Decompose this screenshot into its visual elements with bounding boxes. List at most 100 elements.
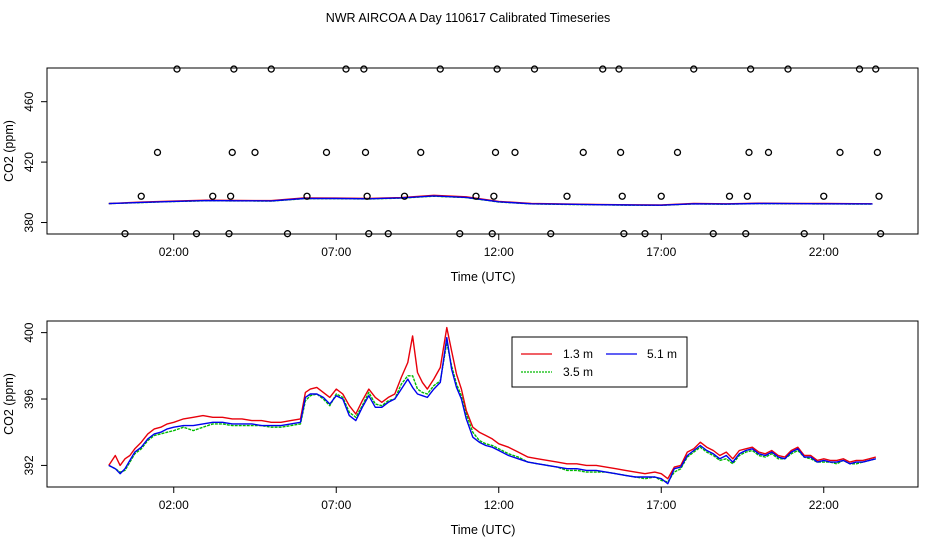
scatter-point <box>384 230 392 238</box>
bottom-x-tick-label: 22:00 <box>809 498 839 512</box>
bottom-x-tick-label: 02:00 <box>159 498 189 512</box>
scatter-point <box>800 230 808 238</box>
top-y-axis: 380 420 460 <box>22 91 47 233</box>
bottom-x-tick-label: 12:00 <box>484 498 514 512</box>
scatter-point <box>365 230 373 238</box>
scatter-point <box>820 192 828 200</box>
scatter-point <box>226 192 235 200</box>
scatter-point <box>230 65 238 73</box>
scatter-point <box>616 148 625 157</box>
bottom-x-axis-title: Time (UTC) <box>451 523 516 537</box>
scatter-point <box>436 65 444 73</box>
scatter-point <box>709 230 717 238</box>
scatter-point <box>745 148 753 157</box>
scatter-point <box>875 192 883 200</box>
scatter-point <box>876 230 885 238</box>
scatter-point <box>173 65 181 73</box>
scatter-point <box>599 65 607 73</box>
scatter-point <box>491 148 500 157</box>
bottom-panel: 392 396 400 02:00 07:00 12:00 17:00 22:00 Time… <box>2 320 919 537</box>
top-panel: 380 420 460 02:00 07:00 12:00 17:00 22:00 Time… <box>2 65 919 284</box>
scatter-point <box>615 65 623 73</box>
scatter-point <box>283 230 292 238</box>
top-x-tick-label: 22:00 <box>809 245 839 259</box>
top-y-tick-label: 460 <box>22 91 36 111</box>
scatter-point <box>209 192 217 200</box>
scatter-point <box>251 148 259 157</box>
top-x-axis-title: Time (UTC) <box>451 270 516 284</box>
scatter-point <box>417 148 425 157</box>
scatter-point <box>579 148 587 157</box>
top-x-tick-label: 12:00 <box>484 245 514 259</box>
top-series-lines <box>108 194 873 207</box>
bottom-y-axis-title: CO2 (ppm) <box>2 373 16 435</box>
legend-label-1-3m: 1.3 m <box>563 347 593 361</box>
scatter-point <box>267 65 275 73</box>
scatter-point <box>530 65 539 73</box>
scatter-point <box>488 230 496 238</box>
scatter-point <box>511 148 519 157</box>
top-x-tick-label: 07:00 <box>321 245 351 259</box>
scatter-point <box>872 65 880 73</box>
scatter-point <box>472 192 480 200</box>
scatter-point <box>228 148 236 157</box>
top-y-tick-label: 380 <box>22 212 36 232</box>
scatter-point <box>400 192 409 200</box>
scatter-point <box>137 192 145 200</box>
top-series-5-1--m-line <box>108 195 873 206</box>
scatter-point <box>618 192 626 200</box>
bottom-y-tick-label: 400 <box>22 322 36 342</box>
bottom-y-tick-label: 392 <box>22 455 36 475</box>
scatter-point <box>121 230 129 238</box>
bottom-series-1-3--m-line <box>108 326 876 480</box>
scatter-point <box>746 65 755 73</box>
legend: 1.3 m 5.1 m 3.5 m <box>511 336 688 388</box>
scatter-point <box>641 230 649 238</box>
top-x-axis: 02:00 07:00 12:00 17:00 22:00 <box>159 234 839 259</box>
scatter-point <box>225 230 233 238</box>
scatter-point <box>303 192 311 200</box>
bottom-series-3-5--m-line <box>108 341 876 483</box>
scatter-point <box>784 65 792 73</box>
scatter-point <box>490 192 498 200</box>
bottom-y-tick-label: 396 <box>22 389 36 409</box>
top-y-tick-label: 420 <box>22 152 36 172</box>
bottom-series-lines <box>108 326 876 485</box>
scatter-point <box>690 65 698 73</box>
scatter-point <box>743 192 752 200</box>
scatter-point <box>725 192 734 200</box>
scatter-point <box>742 230 750 238</box>
scatter-point <box>493 65 501 73</box>
top-scatter-points <box>121 65 885 238</box>
scatter-point <box>764 148 773 157</box>
scatter-point <box>873 148 882 157</box>
bottom-plot-frame <box>46 320 919 488</box>
scatter-point <box>855 65 864 73</box>
top-x-tick-label: 17:00 <box>646 245 676 259</box>
legend-label-5-1m: 5.1 m <box>647 347 677 361</box>
scatter-point <box>342 65 350 73</box>
scatter-point <box>456 230 464 238</box>
scatter-point <box>153 148 162 157</box>
bottom-x-axis: 02:00 07:00 12:00 17:00 22:00 <box>159 487 839 512</box>
scatter-point <box>361 148 370 157</box>
bottom-x-tick-label: 07:00 <box>321 498 351 512</box>
scatter-point <box>673 148 682 157</box>
top-y-axis-title: CO2 (ppm) <box>2 120 16 182</box>
legend-box <box>511 336 688 388</box>
scatter-point <box>322 148 331 157</box>
scatter-point <box>836 148 844 157</box>
scatter-point <box>620 230 628 238</box>
scatter-point <box>360 65 368 73</box>
scatter-point <box>192 230 201 238</box>
bottom-y-axis: 392 396 400 <box>22 322 47 475</box>
scatter-point <box>547 230 555 238</box>
legend-label-3-5m: 3.5 m <box>563 365 593 379</box>
figure-title: NWR AIRCOA A Day 110617 Calibrated Times… <box>326 11 611 25</box>
top-x-tick-label: 02:00 <box>159 245 189 259</box>
top-plot-frame <box>46 67 919 235</box>
scatter-point <box>657 192 665 200</box>
bottom-series-5-1--m-line <box>108 336 876 485</box>
scatter-point <box>563 192 571 200</box>
